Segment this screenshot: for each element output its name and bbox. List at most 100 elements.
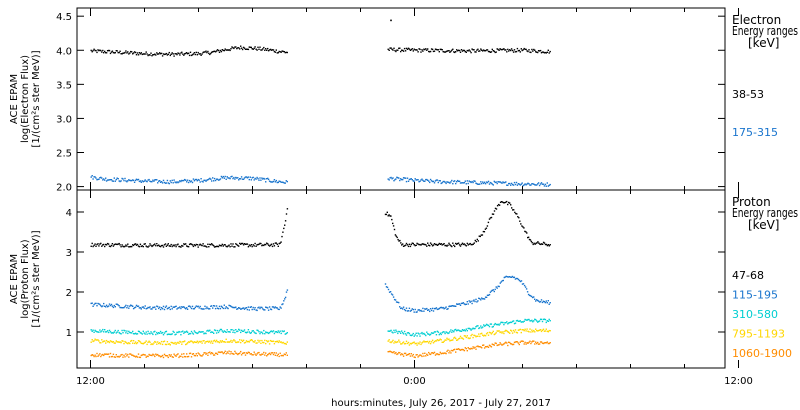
data-point xyxy=(249,46,251,48)
data-point xyxy=(469,50,471,52)
data-point xyxy=(386,286,389,289)
data-point xyxy=(94,243,96,245)
data-point xyxy=(250,244,252,246)
data-point xyxy=(535,184,537,186)
data-point xyxy=(412,50,414,52)
data-point xyxy=(188,352,191,355)
data-point xyxy=(202,340,204,342)
data-point xyxy=(534,318,536,320)
data-point xyxy=(540,318,543,321)
data-point xyxy=(219,307,222,310)
data-point xyxy=(147,341,149,343)
data-point xyxy=(412,242,414,245)
data-point xyxy=(428,180,430,182)
data-point xyxy=(391,331,393,333)
data-point xyxy=(116,341,118,343)
data-point xyxy=(493,210,496,212)
data-point xyxy=(225,245,227,248)
data-point xyxy=(124,177,126,180)
data-point xyxy=(103,52,105,54)
data-point xyxy=(191,54,194,56)
data-point xyxy=(193,341,196,343)
data-point xyxy=(483,182,485,185)
data-point xyxy=(274,51,277,53)
data-point xyxy=(246,243,249,245)
data-point xyxy=(253,47,255,50)
data-point xyxy=(128,307,130,309)
data-point xyxy=(261,331,263,334)
data-point xyxy=(198,340,200,343)
data-point xyxy=(497,344,499,346)
data-point xyxy=(113,52,115,54)
data-point xyxy=(420,332,422,335)
data-point xyxy=(542,183,545,185)
data-point xyxy=(209,243,211,246)
data-point xyxy=(242,339,245,341)
data-point xyxy=(464,50,466,53)
data-point xyxy=(211,352,213,354)
data-point xyxy=(132,330,134,333)
data-point xyxy=(543,185,546,187)
data-point xyxy=(198,353,200,355)
data-point xyxy=(267,332,270,335)
data-point xyxy=(414,356,416,359)
data-point xyxy=(198,307,200,309)
data-point xyxy=(268,343,271,345)
data-point xyxy=(467,50,469,52)
data-point xyxy=(187,333,190,335)
data-point xyxy=(472,336,474,339)
data-point xyxy=(115,50,117,52)
data-point xyxy=(250,179,252,181)
data-point xyxy=(528,318,530,321)
data-point xyxy=(472,300,474,302)
data-point xyxy=(461,337,464,339)
data-point xyxy=(117,51,119,54)
data-point xyxy=(410,353,412,355)
data-point xyxy=(132,307,135,310)
data-point xyxy=(502,343,504,346)
data-point xyxy=(447,332,449,335)
data-point xyxy=(204,342,206,344)
data-point xyxy=(196,180,198,182)
data-point xyxy=(456,339,459,341)
data-point xyxy=(515,50,518,53)
data-point xyxy=(499,342,501,344)
data-point xyxy=(98,49,100,52)
data-point xyxy=(151,55,153,57)
data-point xyxy=(218,305,221,308)
data-point xyxy=(179,331,181,333)
data-point xyxy=(546,341,548,343)
data-point xyxy=(531,48,533,51)
data-point xyxy=(487,180,490,183)
data-point xyxy=(437,181,439,184)
data-point xyxy=(517,278,520,281)
data-point xyxy=(198,330,200,333)
data-point xyxy=(474,180,476,182)
data-point xyxy=(174,244,176,246)
data-point xyxy=(193,244,196,246)
data-point xyxy=(240,341,242,344)
electron-y-axis: 2.02.53.03.54.04.5 xyxy=(56,12,725,194)
data-point xyxy=(269,308,272,310)
data-point xyxy=(221,340,223,342)
data-point xyxy=(256,329,258,331)
data-point xyxy=(213,246,216,248)
data-point xyxy=(177,353,179,355)
data-point xyxy=(277,353,279,355)
data-point xyxy=(246,331,249,333)
data-point xyxy=(238,353,240,355)
data-point xyxy=(171,341,173,344)
data-point xyxy=(391,48,393,50)
data-point xyxy=(166,308,169,310)
electron-flux-panel: 2.02.53.03.54.04.5 ACE EPAM log(Electron… xyxy=(9,7,798,194)
data-point xyxy=(450,181,452,183)
data-point xyxy=(392,225,395,227)
data-point xyxy=(522,329,524,331)
data-point xyxy=(282,341,284,344)
data-point xyxy=(413,356,415,358)
data-point xyxy=(499,282,501,284)
data-point xyxy=(263,329,265,332)
data-point xyxy=(463,329,466,331)
data-point xyxy=(188,341,191,343)
data-point xyxy=(483,344,485,346)
